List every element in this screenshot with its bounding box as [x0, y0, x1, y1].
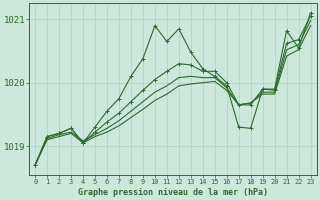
X-axis label: Graphe pression niveau de la mer (hPa): Graphe pression niveau de la mer (hPa) [78, 188, 268, 197]
